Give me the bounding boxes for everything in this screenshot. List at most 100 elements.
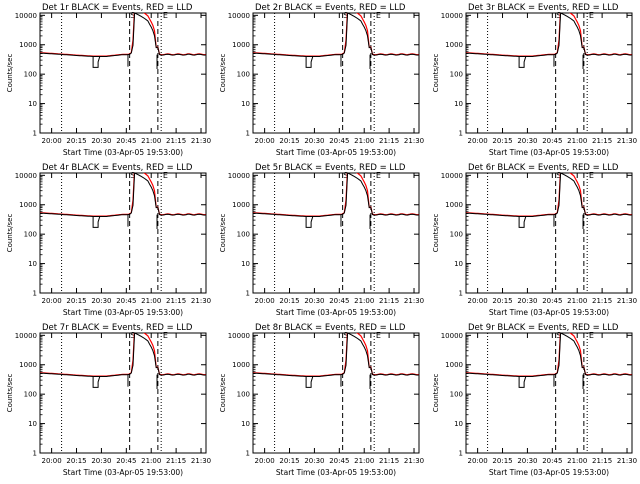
y-axis-label: Counts/sec: [6, 214, 14, 253]
y-tick-label: 1: [459, 130, 463, 138]
y-tick-label: 10000: [228, 12, 250, 20]
y-tick-label: 100: [237, 71, 250, 79]
y-tick-label: 1000: [445, 41, 463, 49]
y-tick-label: 1: [33, 450, 37, 458]
x-tick-label: 21:15: [592, 137, 612, 145]
x-tick-label: 20:00: [468, 137, 488, 145]
y-tick-label: 10: [454, 420, 463, 428]
y-tick-label: 10: [28, 260, 37, 268]
y-axis-label: Counts/sec: [219, 214, 227, 253]
x-tick-label: 20:30: [304, 137, 324, 145]
lightcurve-chart: Det 1r BLACK = Events, RED = LLD Counts/s…: [6, 3, 211, 157]
x-axis-label: Start Time (03-Apr-05 19:53:00): [489, 308, 609, 317]
end-annotation: E: [163, 11, 168, 20]
y-tick-label: 1000: [445, 201, 463, 209]
events-dip-segment: [305, 376, 314, 388]
plot-frame: [39, 12, 207, 134]
chart-title: Det 7r BLACK = Events, RED = LLD: [42, 323, 193, 333]
x-tick-label: 20:00: [255, 137, 275, 145]
x-tick-label: 20:15: [66, 457, 86, 465]
start-annotation: S: [343, 331, 348, 340]
y-tick-label: 10: [241, 260, 250, 268]
x-axis-label: Start Time (03-Apr-05 19:53:00): [63, 148, 183, 157]
x-tick-label: 21:30: [617, 457, 637, 465]
lld-series-line: [253, 333, 419, 377]
plot-frame: [252, 172, 420, 294]
lld-series-line: [40, 333, 206, 377]
events-dip-segment: [92, 216, 101, 228]
start-annotation: S: [556, 171, 561, 180]
y-tick-label: 1: [459, 290, 463, 298]
lld-series-line: [466, 173, 632, 217]
x-tick-label: 20:15: [492, 457, 512, 465]
lightcurve-chart: Det 6r BLACK = Events, RED = LLD Counts/s…: [432, 163, 637, 317]
end-annotation: E: [376, 11, 381, 20]
x-tick-label: 20:45: [329, 137, 349, 145]
chart-title: Det 8r BLACK = Events, RED = LLD: [255, 323, 406, 333]
end-annotation: E: [163, 171, 168, 180]
x-tick-label: 21:15: [166, 297, 186, 305]
events-series-line: [40, 333, 206, 377]
end-annotation: E: [589, 171, 594, 180]
start-annotation: S: [556, 11, 561, 20]
events-series-line: [466, 333, 632, 377]
y-axis-label: Counts/sec: [432, 374, 440, 413]
lightcurve-chart: Det 4r BLACK = Events, RED = LLD Counts/s…: [6, 163, 211, 317]
y-tick-label: 10000: [228, 332, 250, 340]
lld-series-line: [466, 13, 632, 57]
y-axis-label: Counts/sec: [219, 374, 227, 413]
x-tick-label: 20:30: [91, 297, 111, 305]
x-tick-label: 20:45: [329, 457, 349, 465]
detector-panel: Det 1r BLACK = Events, RED = LLD Counts/s…: [0, 0, 213, 164]
x-tick-label: 21:30: [191, 137, 211, 145]
x-tick-label: 20:30: [517, 297, 537, 305]
detector-panel: Det 4r BLACK = Events, RED = LLD Counts/s…: [0, 160, 213, 324]
y-tick-label: 1000: [232, 201, 250, 209]
y-tick-label: 100: [450, 391, 463, 399]
end-annotation: E: [163, 331, 168, 340]
events-series-line: [40, 13, 206, 57]
x-tick-label: 21:15: [379, 137, 399, 145]
y-tick-label: 100: [450, 71, 463, 79]
y-tick-label: 1: [246, 290, 250, 298]
x-tick-label: 21:00: [354, 457, 374, 465]
y-tick-label: 10000: [441, 12, 463, 20]
events-series-line: [40, 173, 206, 217]
lld-series-line: [466, 333, 632, 377]
y-tick-label: 100: [237, 391, 250, 399]
x-tick-label: 20:45: [542, 137, 562, 145]
x-tick-label: 21:00: [141, 297, 161, 305]
lightcurve-chart: Det 5r BLACK = Events, RED = LLD Counts/s…: [219, 163, 424, 317]
y-tick-label: 1000: [19, 201, 37, 209]
events-dip-segment: [92, 376, 101, 388]
x-tick-label: 20:00: [468, 457, 488, 465]
y-tick-label: 1: [33, 290, 37, 298]
x-tick-label: 20:30: [304, 297, 324, 305]
chart-title: Det 4r BLACK = Events, RED = LLD: [42, 163, 193, 173]
y-tick-label: 10000: [15, 332, 37, 340]
chart-title: Det 5r BLACK = Events, RED = LLD: [255, 163, 406, 173]
plot-frame: [465, 172, 633, 294]
events-series-line: [253, 173, 419, 217]
detector-panel: Det 5r BLACK = Events, RED = LLD Counts/s…: [213, 160, 426, 324]
x-tick-label: 21:00: [141, 457, 161, 465]
x-tick-label: 21:15: [379, 457, 399, 465]
x-tick-label: 20:30: [304, 457, 324, 465]
chart-title: Det 9r BLACK = Events, RED = LLD: [468, 323, 619, 333]
y-tick-label: 1: [33, 130, 37, 138]
chart-title: Det 3r BLACK = Events, RED = LLD: [468, 3, 619, 13]
y-tick-label: 1: [246, 130, 250, 138]
x-tick-label: 20:45: [329, 297, 349, 305]
y-tick-label: 10000: [441, 332, 463, 340]
chart-title: Det 6r BLACK = Events, RED = LLD: [468, 163, 619, 173]
end-annotation: E: [376, 331, 381, 340]
x-tick-label: 20:00: [42, 137, 62, 145]
events-dip-segment: [518, 56, 527, 68]
x-tick-label: 21:30: [404, 137, 424, 145]
y-tick-label: 10: [28, 420, 37, 428]
y-tick-label: 100: [24, 231, 37, 239]
y-tick-label: 10: [28, 100, 37, 108]
events-dip-segment: [305, 216, 314, 228]
x-tick-label: 21:30: [617, 137, 637, 145]
x-tick-label: 20:15: [279, 457, 299, 465]
